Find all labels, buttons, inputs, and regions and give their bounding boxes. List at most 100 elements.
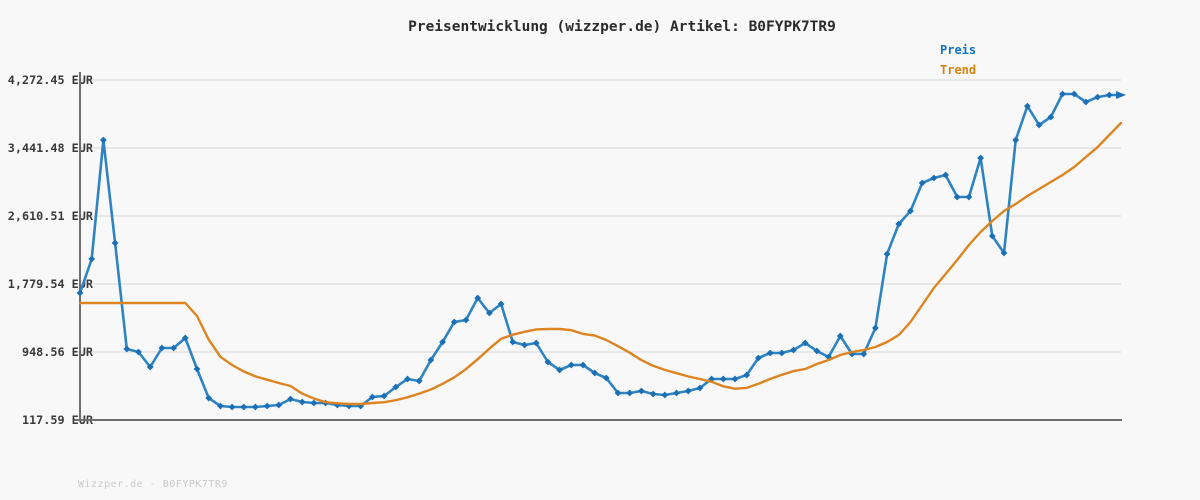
preis-marker — [860, 350, 868, 358]
preis-marker — [1024, 102, 1031, 110]
y-axis-label: 1,779.54 EUR — [8, 277, 94, 291]
preis-marker — [369, 393, 376, 401]
preis-marker — [298, 398, 306, 406]
preis-marker — [252, 403, 259, 411]
preis-marker — [638, 387, 645, 395]
chart-title: Preisentwicklung (wizzper.de) Artikel: B… — [408, 19, 836, 35]
preis-marker — [591, 369, 599, 377]
preis-marker — [801, 339, 809, 347]
preis-marker — [228, 403, 236, 411]
preis-marker — [895, 220, 903, 228]
preis-marker — [731, 375, 739, 383]
preis-marker — [544, 358, 552, 366]
preis-marker — [310, 399, 318, 407]
preis-marker — [883, 250, 891, 258]
preis-marker — [450, 318, 458, 326]
preis-marker — [415, 377, 423, 385]
preis-marker — [696, 384, 704, 392]
preis-marker — [755, 354, 762, 362]
preis-marker — [146, 363, 154, 371]
preis-marker — [462, 316, 470, 324]
preis-marker — [111, 239, 119, 247]
preis-marker — [474, 294, 482, 302]
preis-marker — [1082, 98, 1090, 106]
preis-marker — [977, 154, 984, 162]
preis-marker — [743, 371, 751, 379]
y-axis-label: 2,610.51 EUR — [8, 209, 94, 223]
preis-marker — [193, 365, 201, 373]
preis-marker — [427, 356, 435, 364]
preis-marker — [614, 389, 622, 397]
preis-marker — [76, 289, 84, 297]
preis-marker — [1094, 93, 1101, 101]
preis-marker — [170, 344, 177, 352]
watermark: Wizzper.de - B0FYPK7TR9 — [78, 479, 228, 490]
preis-marker — [217, 402, 224, 410]
preis-marker — [1035, 121, 1043, 129]
preis-marker — [825, 353, 832, 361]
preis-marker — [240, 403, 248, 411]
preis-marker — [673, 389, 680, 397]
y-axis-label: 3,441.48 EUR — [8, 141, 94, 155]
preis-marker — [556, 366, 563, 374]
trend-line — [78, 121, 1123, 406]
preis-marker — [953, 193, 961, 201]
preis-marker — [345, 402, 353, 410]
preis-marker — [684, 387, 692, 395]
preis-marker — [100, 136, 107, 144]
preis-marker — [521, 341, 528, 349]
preis-marker — [649, 390, 657, 398]
preis-marker — [1000, 249, 1008, 257]
preis-marker — [988, 232, 996, 240]
preis-end-arrow — [1116, 91, 1126, 99]
legend: Preis Trend — [940, 40, 976, 80]
preis-marker — [439, 338, 446, 346]
preis-marker — [1105, 91, 1113, 99]
preis-marker — [380, 392, 388, 400]
preis-marker — [918, 179, 926, 187]
y-axis-label: 4,272.45 EUR — [8, 73, 94, 87]
preis-marker — [813, 347, 821, 355]
preis-marker — [626, 389, 634, 397]
preis-marker — [1047, 113, 1055, 121]
preis-marker — [661, 391, 669, 399]
preis-marker — [158, 344, 166, 352]
preis-marker — [275, 401, 283, 409]
preis-marker — [263, 402, 271, 410]
preis-marker — [579, 361, 587, 369]
preis-marker — [907, 207, 914, 215]
preis-marker — [766, 349, 774, 357]
preis-marker — [836, 332, 844, 340]
preis-marker — [930, 174, 938, 182]
preis-marker — [287, 395, 294, 403]
preis-marker — [790, 346, 797, 354]
preis-marker — [205, 394, 213, 402]
preis-marker — [135, 348, 142, 356]
preis-marker — [404, 375, 411, 383]
preis-marker — [602, 374, 610, 382]
legend-item-preis: Preis — [940, 43, 977, 57]
preis-marker — [123, 345, 131, 353]
preis-marker — [509, 338, 517, 346]
preis-marker — [88, 255, 96, 263]
preis-marker — [486, 309, 493, 317]
preis-marker — [1059, 90, 1066, 98]
preis-marker — [532, 339, 540, 347]
preis-marker — [392, 383, 400, 391]
preis-marker — [965, 193, 973, 201]
preis-marker — [872, 324, 879, 332]
preis-marker — [567, 361, 575, 369]
preis-marker — [497, 300, 505, 308]
legend-item-trend: Trend — [940, 63, 977, 77]
preis-marker — [181, 334, 189, 342]
preis-marker — [719, 375, 727, 383]
preis-marker — [848, 350, 856, 358]
y-axis-label: 117.59 EUR — [22, 413, 94, 427]
preis-marker — [1012, 136, 1020, 144]
preis-marker — [942, 171, 949, 179]
preis-marker — [778, 349, 786, 357]
preis-marker — [1070, 90, 1078, 98]
y-axis-label: 948.56 EUR — [22, 345, 94, 359]
